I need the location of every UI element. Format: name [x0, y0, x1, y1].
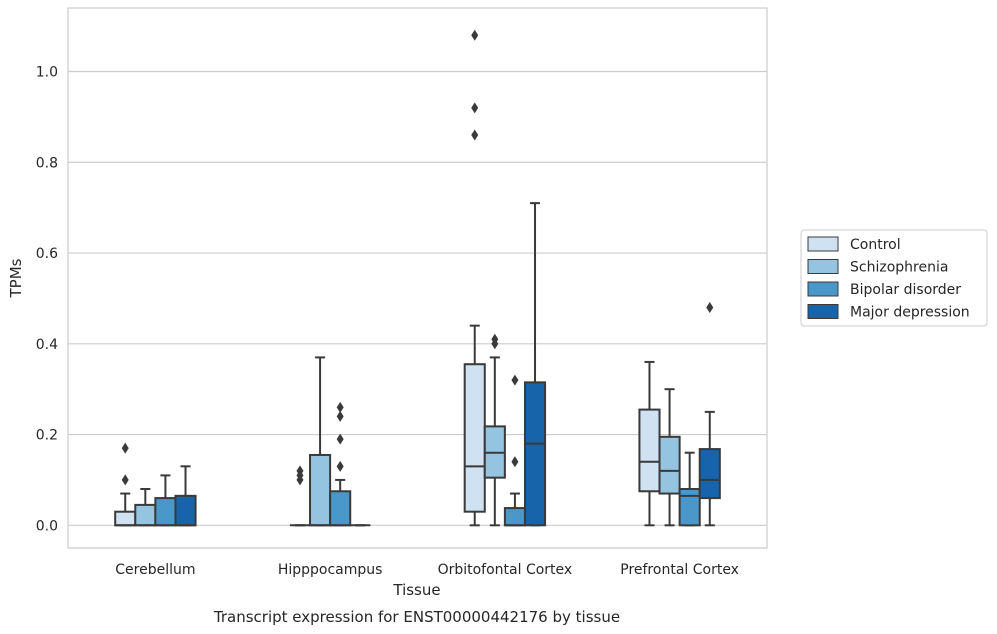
chart-caption: Transcript expression for ENST0000044217…	[213, 608, 620, 626]
box-group	[289, 356, 371, 527]
box-group	[114, 442, 197, 527]
y-tick-label: 0.2	[36, 428, 58, 444]
y-tick-label: 0.0	[36, 518, 58, 534]
box	[463, 29, 486, 527]
outlier-point	[471, 102, 479, 114]
box	[483, 333, 506, 527]
box-body	[678, 488, 701, 527]
box	[309, 356, 332, 527]
box-group	[463, 29, 547, 527]
outlier-point	[296, 465, 304, 477]
outlier-point	[511, 456, 519, 468]
legend-swatch	[807, 304, 839, 319]
box-body	[154, 497, 177, 527]
box	[114, 442, 137, 527]
box	[329, 401, 352, 527]
legend-label: Schizophrenia	[850, 260, 948, 276]
outlier-point	[336, 410, 344, 422]
y-axis-ticks: 0.0 0.2 0.4 0.6 0.8 1.0	[36, 65, 58, 535]
box-body	[503, 507, 526, 527]
box-body	[463, 363, 486, 513]
box-body	[523, 381, 547, 527]
box-body	[698, 448, 721, 500]
outlier-point	[471, 129, 479, 141]
box-groups	[114, 29, 721, 527]
outlier-point	[491, 333, 499, 345]
y-tick-label: 1.0	[36, 65, 58, 81]
x-tick-label: Orbitofontal Cortex	[438, 562, 573, 578]
outlier-point	[471, 29, 479, 41]
legend-swatch	[807, 236, 839, 252]
box	[174, 465, 197, 527]
legend-label: Control	[850, 237, 901, 253]
box	[523, 202, 547, 527]
box-body	[329, 490, 352, 527]
x-tick-label: Cerebellum	[115, 562, 195, 578]
y-axis-label: TPMs	[7, 258, 25, 298]
box-group	[638, 301, 721, 527]
y-tick-label: 0.8	[36, 155, 58, 171]
box-body	[134, 503, 157, 527]
box	[658, 388, 681, 527]
x-axis-ticks: Cerebellum Hipppocampus Orbitofontal Corte…	[115, 562, 739, 578]
box-body	[174, 494, 197, 527]
legend-swatch	[807, 281, 839, 297]
box	[289, 465, 311, 527]
box-body	[638, 408, 661, 493]
y-tick-label: 0.6	[36, 246, 58, 262]
box	[698, 301, 721, 527]
box	[678, 451, 701, 527]
box-body	[114, 510, 137, 527]
outlier-point	[121, 442, 129, 454]
legend-swatch	[807, 259, 839, 274]
x-axis-label: Tissue	[392, 581, 440, 599]
box-body	[309, 453, 332, 527]
legend-frame	[800, 229, 988, 327]
outlier-point	[336, 433, 344, 445]
outlier-point	[336, 460, 344, 472]
legend: Control Schizophrenia Bipolar disorder Majo…	[800, 229, 988, 327]
outlier-point	[511, 374, 519, 386]
plot-frame	[67, 7, 768, 549]
x-tick-label: Prefrontal Cortex	[620, 562, 739, 578]
outlier-point	[706, 301, 714, 313]
x-tick-label: Hipppocampus	[278, 562, 383, 578]
outlier-point	[121, 474, 129, 486]
legend-label: Bipolar disorder	[850, 282, 961, 298]
box	[154, 474, 177, 527]
y-tick-label: 0.4	[36, 337, 58, 353]
legend-label: Major depression	[850, 305, 970, 321]
outlier-point	[336, 401, 344, 413]
box-body	[658, 435, 681, 495]
